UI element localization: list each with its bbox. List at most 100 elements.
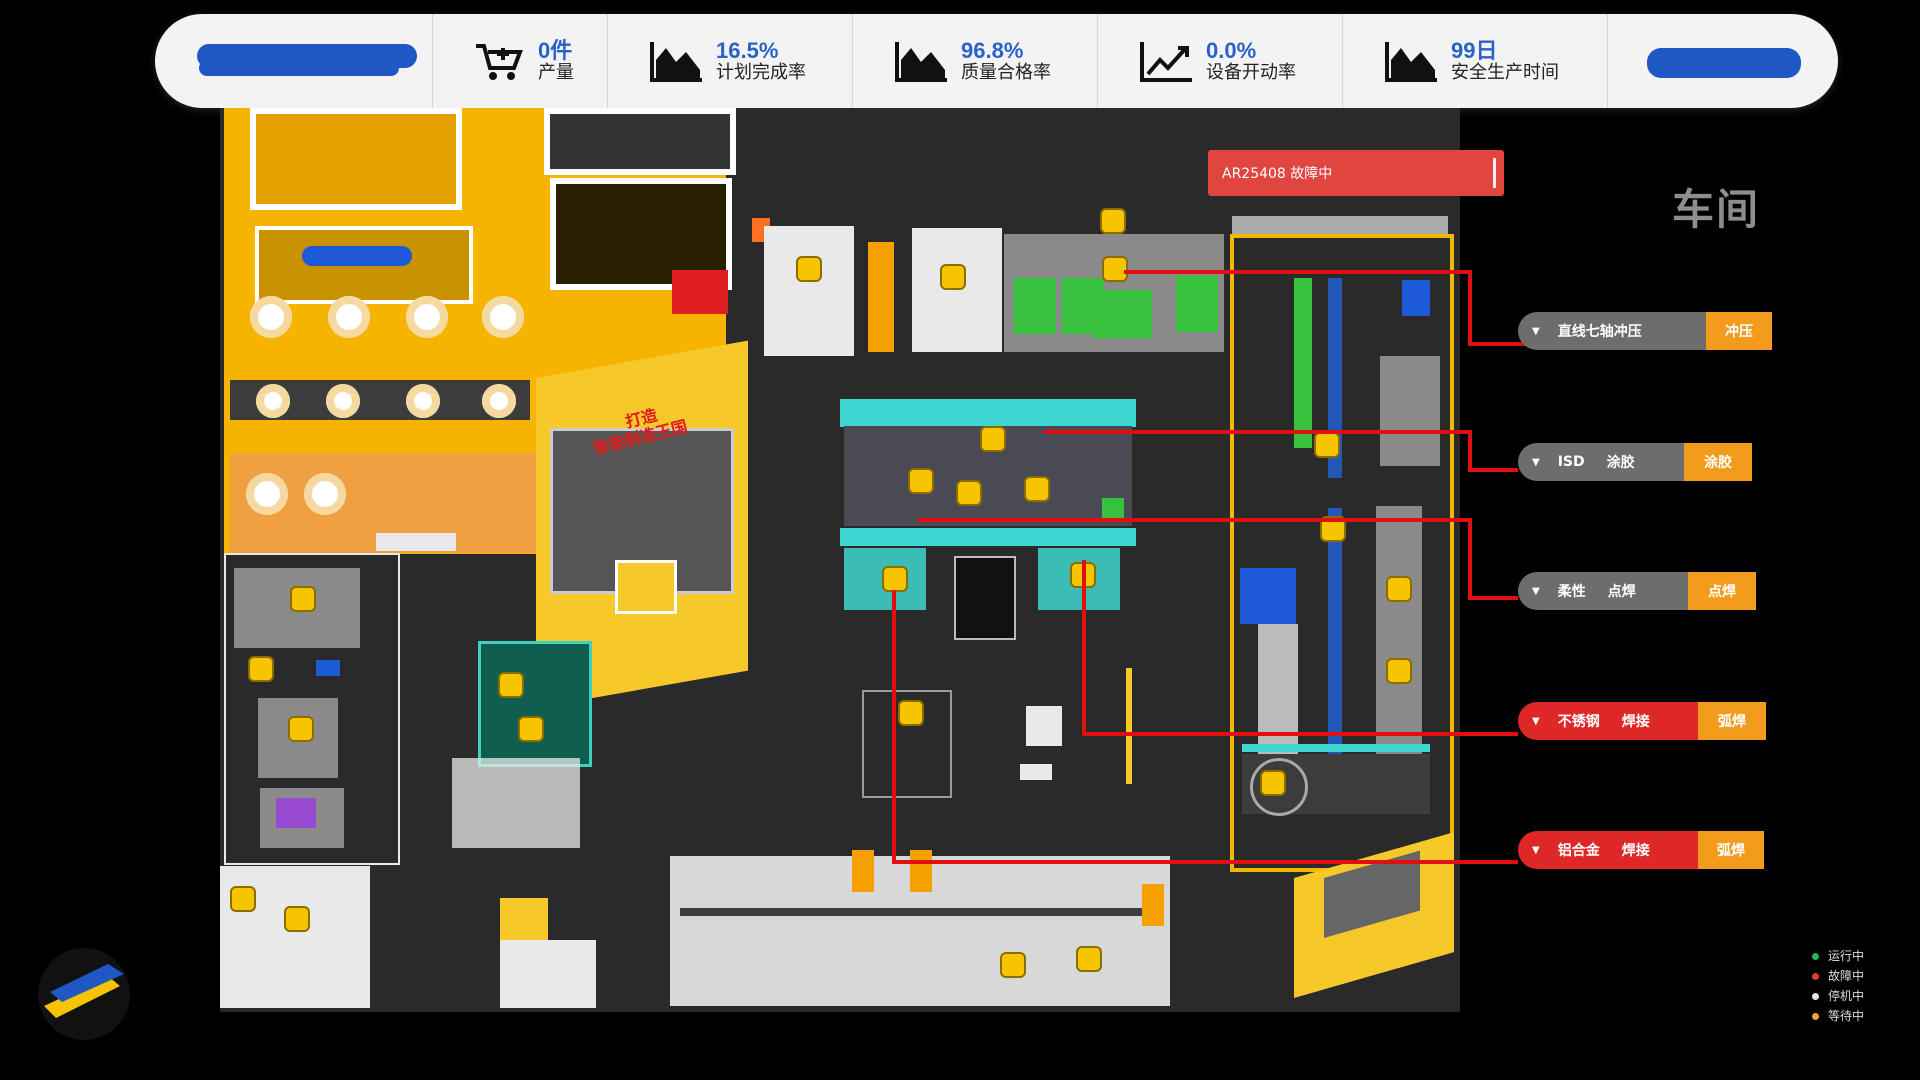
- robot-unit[interactable]: [290, 718, 312, 740]
- machine-unit: [868, 242, 894, 352]
- robot-unit[interactable]: [292, 588, 314, 610]
- robot-display: [250, 296, 292, 338]
- machine-unit: [276, 798, 316, 828]
- robot-pedestal: [500, 940, 596, 1008]
- area-chart-icon: [1385, 42, 1437, 82]
- machine-unit: [1142, 884, 1164, 926]
- conveyor: [1328, 508, 1342, 768]
- robot-unit[interactable]: [1322, 518, 1344, 540]
- kpi-quality-rate-value: 96.8%: [961, 38, 1024, 63]
- kpi-equipment-utilization-value: 0.0%: [1206, 38, 1257, 63]
- caret-down-icon: ▼: [1532, 456, 1540, 468]
- machine-unit: [1402, 280, 1430, 316]
- robot-unit[interactable]: [1026, 478, 1048, 500]
- station-tag-spot-welding[interactable]: ▼ 柔性 点焊 点焊: [1518, 572, 1756, 610]
- robot-cell: [862, 690, 952, 798]
- station-kind: 点焊: [1688, 572, 1756, 610]
- machine-unit: [1240, 568, 1296, 624]
- station-name-2: 涂胶: [1606, 455, 1635, 471]
- station-name-2: 焊接: [1621, 714, 1650, 730]
- kpi-plan-completion: 16.5% 计划完成率: [648, 14, 806, 108]
- legend-label: 运行中: [1828, 949, 1865, 963]
- cyan-rail: [1242, 744, 1430, 752]
- kpi-divider: [852, 14, 853, 108]
- conveyor: [1328, 278, 1342, 478]
- robot-unit[interactable]: [958, 482, 980, 504]
- robot-display: [482, 384, 516, 418]
- robot-unit[interactable]: [1388, 578, 1410, 600]
- kpi-safe-days: 99日 安全生产时间: [1383, 14, 1559, 108]
- fault-alarm-banner[interactable]: AR25408 故障中: [1208, 150, 1504, 196]
- info-kiosk: [618, 563, 674, 611]
- factory-floor-map[interactable]: 打造 智能制造王国: [220, 108, 1460, 1012]
- conveyor: [1294, 278, 1312, 448]
- machine-unit: [1026, 706, 1062, 746]
- robot-unit[interactable]: [250, 658, 272, 680]
- machine-unit: [852, 850, 874, 892]
- robot-unit[interactable]: [900, 702, 922, 724]
- connector-line: [892, 590, 1518, 864]
- robot-display: [406, 296, 448, 338]
- robot-unit[interactable]: [1002, 954, 1024, 976]
- robot-unit[interactable]: [1316, 434, 1338, 456]
- cyan-cell-roof: [840, 399, 1136, 427]
- brand-logo[interactable]: [38, 948, 130, 1040]
- robot-display: [256, 384, 290, 418]
- robot-unit[interactable]: [884, 568, 906, 590]
- robot-unit[interactable]: [286, 908, 308, 930]
- press-unit: [1380, 356, 1440, 466]
- station-tag-aluminum-welding[interactable]: ▼ 铝合金 焊接 弧焊: [1518, 831, 1764, 869]
- redacted-sign: [302, 246, 412, 266]
- green-platform: [1092, 290, 1152, 338]
- station-name: 柔性: [1557, 584, 1586, 600]
- station-name: ISD: [1557, 454, 1585, 470]
- robot-unit[interactable]: [1078, 948, 1100, 970]
- station-name-2: 点焊: [1607, 584, 1636, 600]
- area-chart-icon: [650, 42, 702, 82]
- robot-unit[interactable]: [1262, 772, 1284, 794]
- caret-down-icon: ▼: [1532, 844, 1540, 856]
- green-platform: [1014, 278, 1056, 334]
- cart-plus-icon: [476, 44, 523, 80]
- robot-unit[interactable]: [520, 718, 542, 740]
- robot-display: [246, 473, 288, 515]
- cell-frame: [224, 553, 400, 865]
- counter: [376, 533, 456, 551]
- robot-unit[interactable]: [1104, 258, 1126, 280]
- kpi-output-value: 0件: [538, 38, 573, 63]
- machine-unit: [912, 228, 1002, 352]
- robot-unit[interactable]: [910, 470, 932, 492]
- status-legend: 运行中 故障中 停机中 等待中: [1812, 946, 1864, 1026]
- alarm-scroll-indicator: [1493, 158, 1496, 188]
- kpi-divider: [1607, 14, 1608, 108]
- robot-display: [326, 384, 360, 418]
- caret-down-icon: ▼: [1532, 715, 1540, 727]
- robot-unit[interactable]: [500, 674, 522, 696]
- robot-unit[interactable]: [942, 266, 964, 288]
- fault-alarm-text: AR25408 故障中: [1222, 166, 1333, 182]
- caret-down-icon: ▼: [1532, 325, 1540, 337]
- legend-label: 等待中: [1828, 1009, 1865, 1023]
- rotary-table: [1250, 758, 1308, 816]
- connector-line: [1044, 430, 1518, 472]
- robot-unit[interactable]: [1388, 660, 1410, 682]
- kpi-plan-completion-label: 计划完成率: [716, 62, 806, 83]
- status-dot-icon: [1812, 992, 1819, 1000]
- line-chart-icon: [1140, 42, 1192, 82]
- station-name: 直线七轴冲压: [1557, 324, 1642, 340]
- company-name-redacted-2: [199, 60, 399, 76]
- kpi-equipment-utilization-label: 设备开动率: [1206, 62, 1296, 83]
- robot-unit[interactable]: [798, 258, 820, 280]
- kpi-output: 0件 产量: [470, 14, 574, 108]
- robot-unit[interactable]: [982, 428, 1004, 450]
- station-kind: 冲压: [1706, 312, 1772, 350]
- legend-item-stopped: 停机中: [1812, 986, 1864, 1006]
- station-tag-gluing[interactable]: ▼ ISD 涂胶 涂胶: [1518, 443, 1752, 481]
- kpi-quality-rate: 96.8% 质量合格率: [893, 14, 1051, 108]
- area-title: 车间: [1672, 185, 1761, 234]
- robot-unit[interactable]: [232, 888, 254, 910]
- robot-unit[interactable]: [1102, 210, 1124, 232]
- station-tag-press[interactable]: ▼ 直线七轴冲压 冲压: [1518, 312, 1772, 350]
- station-kind: 弧焊: [1698, 702, 1766, 740]
- station-tag-stainless-welding[interactable]: ▼ 不锈钢 焊接 弧焊: [1518, 702, 1766, 740]
